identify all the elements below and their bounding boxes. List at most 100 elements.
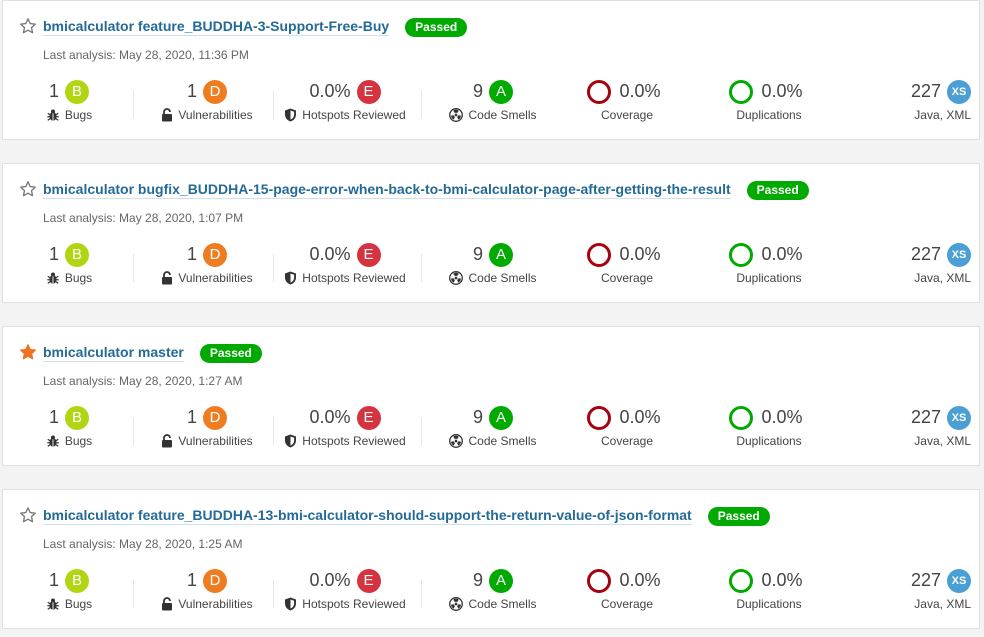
- hotspots-reviewed-value[interactable]: 0.0%: [309, 407, 351, 427]
- duplications-value[interactable]: 0.0%: [761, 244, 803, 264]
- code-smells-rating-badge[interactable]: A: [489, 79, 513, 104]
- bugs-metric[interactable]: 1 B Bugs: [21, 405, 117, 455]
- hotspots-rating-badge[interactable]: E: [356, 405, 381, 430]
- code-smells-count[interactable]: 9: [472, 407, 483, 427]
- code-smells-rating-badge[interactable]: A: [489, 242, 513, 267]
- padlock-icon: [162, 597, 173, 611]
- hotspots-metric[interactable]: 0.0% E Hotspots Reviewed: [277, 242, 413, 292]
- duplications-metric[interactable]: 0.0% Duplications: [719, 79, 819, 129]
- duplications-value[interactable]: 0.0%: [761, 407, 803, 427]
- size-metric[interactable]: 227 XS Java, XML: [875, 405, 971, 455]
- bugs-metric[interactable]: 1 B Bugs: [21, 242, 117, 292]
- vulnerabilities-rating-badge[interactable]: D: [203, 79, 227, 104]
- coverage-metric[interactable]: 0.0% Coverage: [577, 242, 677, 292]
- bugs-count[interactable]: 1: [48, 81, 59, 101]
- project-name-link[interactable]: bmicalculator master: [43, 344, 184, 362]
- size-metric[interactable]: 227 XS Java, XML: [875, 568, 971, 618]
- duplications-metric[interactable]: 0.0% Duplications: [719, 405, 819, 455]
- vulnerabilities-label: Vulnerabilities: [178, 271, 253, 285]
- duplications-metric[interactable]: 0.0% Duplications: [719, 568, 819, 618]
- coverage-value[interactable]: 0.0%: [619, 244, 661, 264]
- metric-divider: [133, 91, 134, 119]
- vulnerabilities-rating-badge[interactable]: D: [203, 242, 227, 267]
- favorite-star-icon[interactable]: [19, 506, 37, 524]
- size-rating-badge: XS: [947, 405, 971, 430]
- size-metric[interactable]: 227 XS Java, XML: [875, 79, 971, 129]
- coverage-value[interactable]: 0.0%: [619, 81, 661, 101]
- project-name-link[interactable]: bmicalculator feature_BUDDHA-3-Support-F…: [43, 18, 390, 36]
- bug-icon: [47, 109, 59, 121]
- project-header: bmicalculator feature_BUDDHA-13-bmi-calc…: [43, 505, 770, 527]
- code-smells-label: Code Smells: [468, 597, 537, 611]
- coverage-value[interactable]: 0.0%: [619, 570, 661, 590]
- lines-of-code-count[interactable]: 227: [910, 407, 941, 427]
- project-name-link[interactable]: bmicalculator feature_BUDDHA-13-bmi-calc…: [43, 507, 692, 525]
- bugs-metric[interactable]: 1 B Bugs: [21, 568, 117, 618]
- hotspots-rating-badge[interactable]: E: [356, 242, 381, 267]
- code-smells-count[interactable]: 9: [472, 81, 483, 101]
- coverage-value[interactable]: 0.0%: [619, 407, 661, 427]
- bugs-count[interactable]: 1: [48, 407, 59, 427]
- coverage-metric[interactable]: 0.0% Coverage: [577, 79, 677, 129]
- bugs-rating-badge[interactable]: B: [65, 79, 89, 104]
- vulnerabilities-metric[interactable]: 1 D Vulnerabilities: [149, 79, 265, 129]
- vulnerabilities-count[interactable]: 1: [186, 244, 197, 264]
- vulnerabilities-rating-badge[interactable]: D: [203, 405, 227, 430]
- hotspots-label: Hotspots Reviewed: [302, 271, 406, 285]
- vulnerabilities-count[interactable]: 1: [186, 81, 197, 101]
- duplications-label: Duplications: [736, 434, 802, 448]
- bugs-count[interactable]: 1: [48, 570, 59, 590]
- hotspots-reviewed-value[interactable]: 0.0%: [309, 570, 351, 590]
- vulnerabilities-metric[interactable]: 1 D Vulnerabilities: [149, 405, 265, 455]
- bugs-rating-badge[interactable]: B: [65, 242, 89, 267]
- last-analysis-date: Last analysis: May 28, 2020, 1:07 PM: [43, 211, 244, 225]
- bugs-rating-badge[interactable]: B: [65, 568, 89, 593]
- hotspots-reviewed-value[interactable]: 0.0%: [309, 244, 351, 264]
- hotspots-reviewed-value[interactable]: 0.0%: [309, 81, 351, 101]
- hotspots-metric[interactable]: 0.0% E Hotspots Reviewed: [277, 405, 413, 455]
- favorite-star-icon[interactable]: [19, 180, 37, 198]
- code-smells-rating-badge[interactable]: A: [489, 568, 513, 593]
- favorite-star-icon[interactable]: [19, 17, 37, 35]
- code-smells-metric[interactable]: 9 A Code Smells: [433, 568, 553, 618]
- coverage-label: Coverage: [600, 108, 654, 122]
- vulnerabilities-rating-badge[interactable]: D: [203, 568, 227, 593]
- lines-of-code-count[interactable]: 227: [910, 81, 941, 101]
- hotspots-metric[interactable]: 0.0% E Hotspots Reviewed: [277, 568, 413, 618]
- code-smells-metric[interactable]: 9 A Code Smells: [433, 79, 553, 129]
- duplications-value[interactable]: 0.0%: [761, 81, 803, 101]
- vulnerabilities-metric[interactable]: 1 D Vulnerabilities: [149, 568, 265, 618]
- bugs-label: Bugs: [64, 108, 93, 122]
- coverage-metric[interactable]: 0.0% Coverage: [577, 568, 677, 618]
- code-smells-rating-badge[interactable]: A: [489, 405, 513, 430]
- code-smells-metric[interactable]: 9 A Code Smells: [433, 405, 553, 455]
- size-metric[interactable]: 227 XS Java, XML: [875, 242, 971, 292]
- code-smells-count[interactable]: 9: [472, 244, 483, 264]
- lines-of-code-count[interactable]: 227: [910, 244, 941, 264]
- duplications-metric[interactable]: 0.0% Duplications: [719, 242, 819, 292]
- lines-of-code-count[interactable]: 227: [910, 570, 941, 590]
- duplications-value[interactable]: 0.0%: [761, 570, 803, 590]
- project-header: bmicalculator master Passed: [43, 342, 262, 364]
- bugs-label: Bugs: [64, 271, 93, 285]
- code-smells-count[interactable]: 9: [472, 570, 483, 590]
- hotspots-rating-badge[interactable]: E: [356, 79, 381, 104]
- languages-label: Java, XML: [914, 271, 971, 285]
- last-analysis-date: Last analysis: May 28, 2020, 11:36 PM: [43, 48, 249, 62]
- vulnerabilities-metric[interactable]: 1 D Vulnerabilities: [149, 242, 265, 292]
- vulnerabilities-count[interactable]: 1: [186, 407, 197, 427]
- vulnerabilities-count[interactable]: 1: [186, 570, 197, 590]
- bugs-metric[interactable]: 1 B Bugs: [21, 79, 117, 129]
- code-smells-metric[interactable]: 9 A Code Smells: [433, 242, 553, 292]
- hotspots-label: Hotspots Reviewed: [302, 108, 406, 122]
- bugs-rating-badge[interactable]: B: [65, 405, 89, 430]
- padlock-icon: [162, 434, 173, 448]
- project-name-link[interactable]: bmicalculator bugfix_BUDDHA-15-page-erro…: [43, 181, 731, 199]
- bugs-count[interactable]: 1: [48, 244, 59, 264]
- hotspots-rating-badge[interactable]: E: [356, 568, 381, 593]
- hotspots-metric[interactable]: 0.0% E Hotspots Reviewed: [277, 79, 413, 129]
- favorite-star-icon[interactable]: [19, 343, 37, 361]
- vulnerabilities-label: Vulnerabilities: [178, 597, 253, 611]
- metric-divider: [273, 254, 274, 282]
- coverage-metric[interactable]: 0.0% Coverage: [577, 405, 677, 455]
